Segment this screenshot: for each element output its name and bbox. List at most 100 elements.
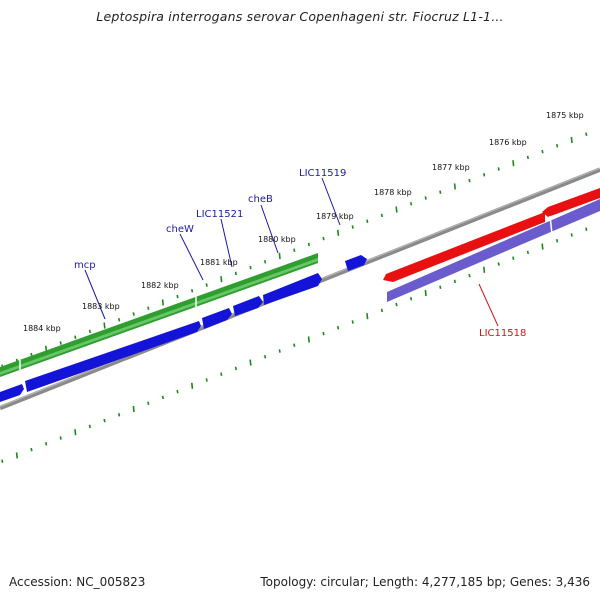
major-tick [541,243,544,250]
scale-labels: 1884 kbp 1883 kbp 1882 kbp 1881 kbp 1880… [23,111,584,333]
minor-tick [497,262,500,266]
gene-label-lic11521[interactable]: LIC11521 [196,209,243,220]
minor-tick [468,178,471,183]
gene-labels: mcp cheW LIC11521 cheB LIC11519 LIC11518 [74,168,526,339]
gene-bar-green-highlight [0,258,318,375]
major-tick [249,359,252,366]
gene-arrow-blue-chew[interactable] [202,308,232,329]
minor-tick [234,366,237,371]
major-tick [570,136,573,144]
gene-arrow-blue-lic11519[interactable] [345,255,367,271]
gene-label-leader [321,177,341,226]
gene-label-leader [220,218,233,268]
gene-label-cheb[interactable]: cheB [248,194,273,205]
minor-tick [351,320,354,324]
minor-tick [234,271,237,276]
minor-tick [468,273,471,278]
major-tick [337,229,340,236]
minor-tick [424,196,427,200]
major-tick [453,183,456,190]
gene-label-leader [260,204,279,254]
tick-label: 1884 kbp [23,324,61,333]
tick-label: 1879 kbp [316,212,354,221]
major-tick [132,405,135,413]
minor-tick [526,155,529,160]
minor-tick [118,318,121,322]
tick-label: 1876 kbp [489,138,527,147]
minor-tick [483,173,486,177]
minor-tick [526,250,529,255]
gene-label-mcp[interactable]: mcp [74,260,96,271]
minor-tick [191,289,194,293]
gene-arrow-blue[interactable] [0,384,24,402]
tick-label: 1875 kbp [546,111,584,120]
minor-tick [264,260,267,264]
major-tick [15,452,18,459]
minor-tick [512,256,515,260]
minor-tick [1,459,4,463]
accession-text: Accession: NC_005823 [9,575,146,589]
minor-tick [176,294,179,299]
gene-arrow-blue-mcp[interactable] [25,321,201,392]
tick-label: 1883 kbp [82,302,120,311]
gene-arrow-red-lic11518[interactable] [383,212,545,282]
major-tick [161,299,164,306]
major-tick [424,289,427,297]
minor-tick [264,355,267,359]
major-tick [220,276,223,283]
minor-tick [556,239,559,243]
gene-label-chew[interactable]: cheW [166,224,194,235]
minor-tick [570,233,573,237]
gene-label-lic11518[interactable]: LIC11518 [479,328,526,339]
gene-bar-purple-gap [549,215,553,235]
major-tick [366,313,369,320]
gene-arrow-blue-cheb[interactable] [263,273,322,305]
minor-tick [45,442,48,446]
tick-label: 1880 kbp [258,235,296,244]
gene-label-lic11519[interactable]: LIC11519 [299,168,346,179]
gene-arrow-red[interactable] [542,188,600,217]
minor-tick [88,424,91,429]
minor-tick [585,227,588,231]
tick-label: 1882 kbp [141,281,179,290]
minor-tick [556,144,559,148]
gene-label-leader [179,233,204,281]
minor-tick [395,302,398,307]
minor-tick [278,349,281,353]
minor-tick [380,213,383,218]
minor-tick [30,447,33,452]
minor-tick [351,225,354,229]
gene-label-leader [84,269,106,320]
gene-bar-purple[interactable] [387,199,600,302]
tick-label: 1878 kbp [374,188,412,197]
minor-tick [205,283,208,287]
minor-tick [366,219,369,223]
minor-tick [74,335,77,339]
minor-tick [410,202,413,206]
tick-label: 1881 kbp [200,258,238,267]
minor-tick [88,329,91,334]
minor-tick [322,331,325,336]
minor-tick [205,378,208,382]
gene-arrow-blue-lic11521[interactable] [233,296,263,316]
minor-tick [322,236,325,241]
major-tick [103,322,106,329]
major-tick [191,382,194,389]
major-tick [395,206,398,213]
minor-tick [132,312,135,316]
minor-tick [439,190,442,194]
minor-tick [541,149,544,154]
minor-tick [453,279,456,284]
minor-tick [59,341,62,345]
major-tick [307,336,310,343]
minor-tick [147,401,150,405]
minor-tick [249,265,252,270]
feature-track-lower [0,199,600,402]
minor-tick [293,343,296,347]
minor-tick [220,372,223,376]
minor-tick [161,395,164,400]
minor-tick [118,413,121,417]
minor-tick [585,132,588,136]
